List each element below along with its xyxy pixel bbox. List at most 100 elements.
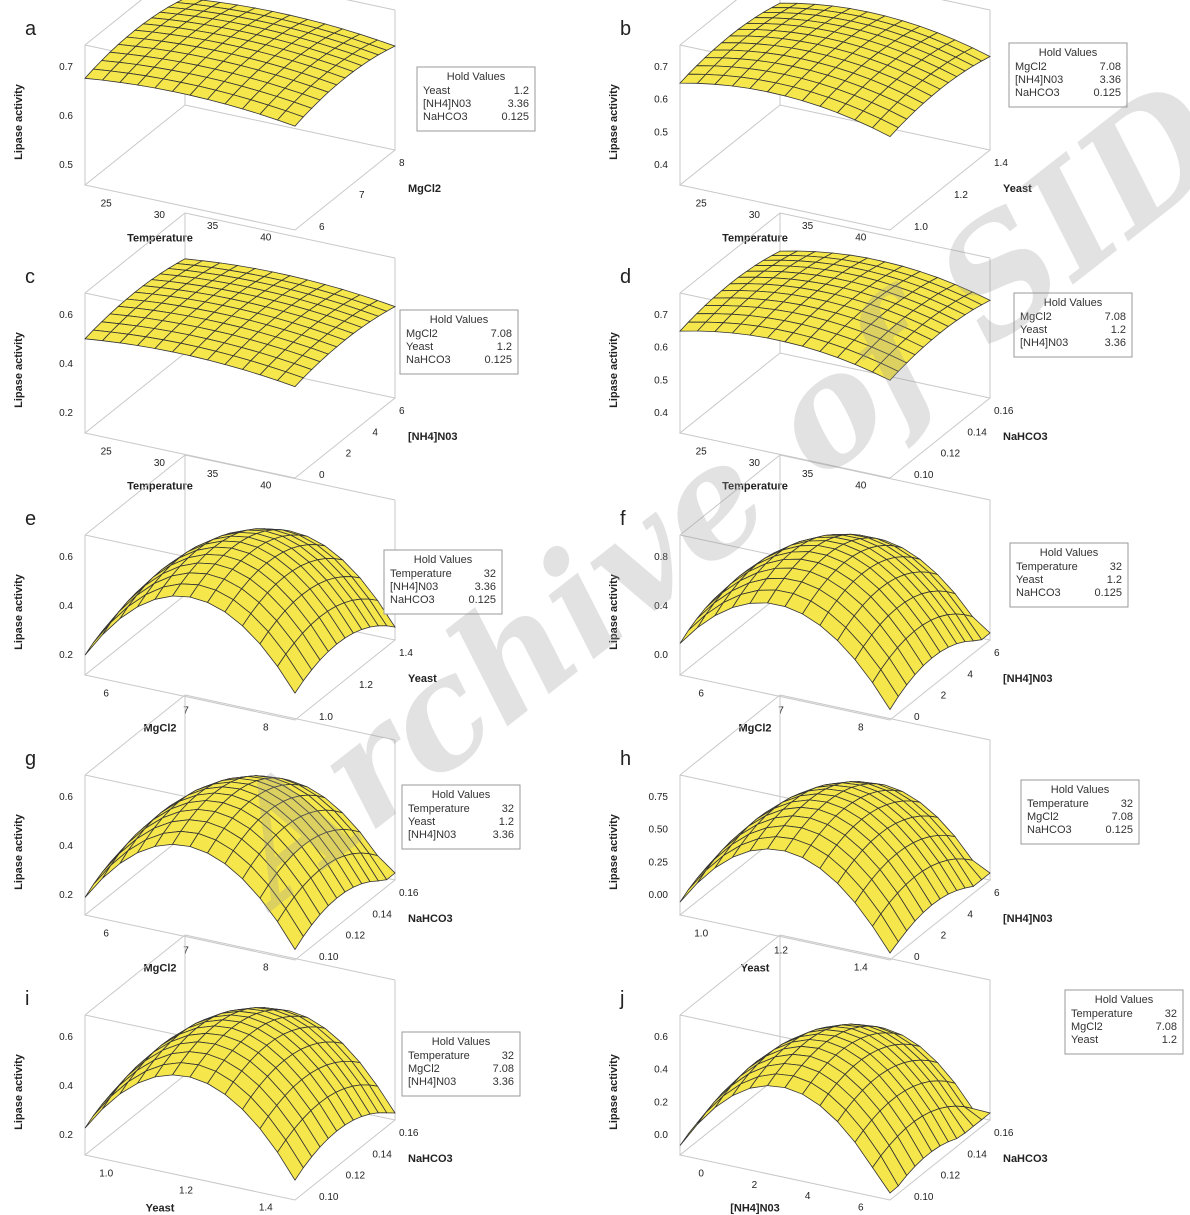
hold-value-name: NaHCO3 bbox=[423, 111, 468, 123]
hold-values-title: Hold Values bbox=[414, 554, 473, 566]
box-top-edge bbox=[84, 212, 186, 294]
x-tick-label: 1.0 bbox=[694, 928, 708, 939]
z-tick-label: 0.16 bbox=[994, 1128, 1014, 1139]
z-tick-label: 7 bbox=[359, 190, 365, 201]
panel-letter: a bbox=[25, 18, 37, 40]
y-tick-label: 0.2 bbox=[59, 1130, 73, 1141]
hold-value-number: 1.2 bbox=[1162, 1034, 1177, 1046]
hold-values-frame bbox=[1013, 292, 1133, 358]
y-tick-label: 0.6 bbox=[654, 95, 668, 106]
box-top-edge bbox=[679, 934, 781, 1016]
hold-values-title: Hold Values bbox=[1040, 547, 1099, 559]
x-tick-label: 6 bbox=[103, 688, 109, 699]
hold-value-name: Temperature bbox=[1071, 1008, 1133, 1020]
surface-cell bbox=[679, 614, 707, 644]
hold-value-number: 1.2 bbox=[1107, 574, 1122, 586]
y-axis-label: Lipase activity bbox=[13, 573, 25, 650]
x-axis-label: Temperature bbox=[722, 481, 788, 493]
hold-value-name: [NH4]N03 bbox=[408, 829, 456, 841]
hold-value-number: 0.125 bbox=[501, 111, 529, 123]
z-axis-label: NaHCO3 bbox=[408, 1153, 453, 1165]
z-tick-label: 1.4 bbox=[994, 158, 1008, 169]
y-tick-label: 0.00 bbox=[649, 890, 669, 901]
hold-value-name: Temperature bbox=[1027, 798, 1089, 810]
hold-value-number: 7.08 bbox=[493, 1063, 514, 1075]
hold-value-number: 3.36 bbox=[493, 1076, 514, 1088]
x-axis-label: MgCl2 bbox=[144, 963, 177, 975]
hold-value-name: [NH4]N03 bbox=[1015, 74, 1063, 86]
surface-plot-e: e 0.2 0.4 0.6 Lipase activity 6 7 8 MgCl2 1.0 1.2 1… bbox=[13, 454, 503, 735]
x-tick-label: 1.4 bbox=[854, 963, 868, 974]
x-tick-label: 25 bbox=[101, 446, 113, 457]
z-axis-label: NaHCO3 bbox=[408, 913, 453, 925]
x-tick-label: 6 bbox=[698, 688, 704, 699]
hold-value-number: 7.08 bbox=[1100, 61, 1121, 73]
y-tick-label: 0.4 bbox=[59, 1081, 73, 1092]
y-axis-label: Lipase activity bbox=[608, 83, 620, 160]
box-floor bbox=[678, 104, 992, 231]
y-tick-label: 0.8 bbox=[654, 552, 668, 563]
hold-value-name: MgCl2 bbox=[1027, 811, 1059, 823]
plot-box bbox=[83, 694, 397, 961]
y-tick-label: 0.6 bbox=[59, 552, 73, 563]
x-tick-label: 35 bbox=[802, 469, 814, 480]
x-tick-label: 7 bbox=[183, 946, 189, 957]
z-axis-label: [NH4]N03 bbox=[1003, 913, 1053, 925]
y-axis-label: Lipase activity bbox=[608, 1053, 620, 1130]
hold-value-number: 32 bbox=[1110, 561, 1122, 573]
hold-values-box: Hold Values Temperature 32 MgCl2 7.08 NaHCO3 0… bbox=[1020, 779, 1140, 845]
hold-value-number: 7.08 bbox=[1112, 811, 1133, 823]
y-tick-label: 0.7 bbox=[654, 62, 668, 73]
hold-value-number: 1.2 bbox=[1111, 324, 1126, 336]
response-surface bbox=[679, 1023, 991, 1194]
x-tick-label: 40 bbox=[260, 233, 272, 244]
box-top-edge bbox=[779, 212, 991, 259]
surface-cell bbox=[277, 907, 304, 951]
hold-value-number: 3.36 bbox=[493, 829, 514, 841]
y-tick-label: 0.4 bbox=[654, 1065, 668, 1076]
panel-letter: e bbox=[25, 508, 36, 530]
surface-plot-g: g 0.2 0.4 0.6 Lipase activity 6 7 8 MgCl2 0.10 0.1… bbox=[13, 694, 521, 975]
surface-cell bbox=[84, 865, 112, 898]
z-tick-label: 2 bbox=[941, 691, 947, 702]
surface-cell bbox=[102, 850, 129, 879]
y-axis-label: Lipase activity bbox=[13, 1053, 25, 1130]
hold-values-frame bbox=[416, 66, 536, 132]
z-tick-label: 0.14 bbox=[967, 427, 987, 438]
response-surface bbox=[84, 1007, 396, 1181]
panel-letter: h bbox=[620, 748, 631, 770]
hold-values-title: Hold Values bbox=[1039, 47, 1098, 59]
x-tick-label: 1.0 bbox=[99, 1168, 113, 1179]
x-tick-label: 30 bbox=[154, 458, 166, 469]
x-tick-label: 8 bbox=[858, 723, 864, 734]
x-tick-label: 7 bbox=[183, 706, 189, 717]
hold-value-number: 32 bbox=[502, 1050, 514, 1062]
hold-values-box: Hold Values Temperature 32 MgCl2 7.08 [NH4]N0… bbox=[401, 1031, 521, 1097]
box-top-edge bbox=[184, 934, 396, 981]
x-tick-label: 25 bbox=[696, 198, 708, 209]
hold-value-number: 0.125 bbox=[1093, 87, 1121, 99]
surface-cell bbox=[84, 1096, 112, 1129]
surface-cell bbox=[872, 913, 899, 954]
figure: a 0.5 0.6 0.7 Lipase activity 25 30 35 40 Tempera… bbox=[13, 0, 1184, 1215]
z-axis-label: [NH4]N03 bbox=[1003, 673, 1053, 685]
surface-plot-i: i 0.2 0.4 0.6 Lipase activity 1.0 1.2 1.4 Yeast 0… bbox=[13, 934, 521, 1215]
box-top-edge bbox=[779, 934, 991, 981]
x-axis-label: Yeast bbox=[741, 963, 770, 975]
hold-value-number: 1.2 bbox=[514, 85, 529, 97]
hold-values-frame bbox=[401, 1031, 521, 1097]
response-surface bbox=[84, 528, 396, 694]
box-top-edge bbox=[345, 0, 396, 11]
y-tick-label: 0.4 bbox=[654, 408, 668, 419]
hold-value-name: NaHCO3 bbox=[390, 594, 435, 606]
y-axis-label: Lipase activity bbox=[608, 573, 620, 650]
x-axis-label: Temperature bbox=[722, 233, 788, 245]
y-tick-label: 0.0 bbox=[654, 650, 668, 661]
z-axis-label: Yeast bbox=[408, 673, 437, 685]
panel-letter: i bbox=[25, 988, 29, 1010]
y-axis-label: Lipase activity bbox=[13, 331, 25, 408]
hold-values-box: Hold Values Temperature 32 Yeast 1.2 [NH4]N03… bbox=[401, 784, 521, 850]
y-tick-label: 0.4 bbox=[59, 601, 73, 612]
hold-value-name: MgCl2 bbox=[1020, 311, 1052, 323]
